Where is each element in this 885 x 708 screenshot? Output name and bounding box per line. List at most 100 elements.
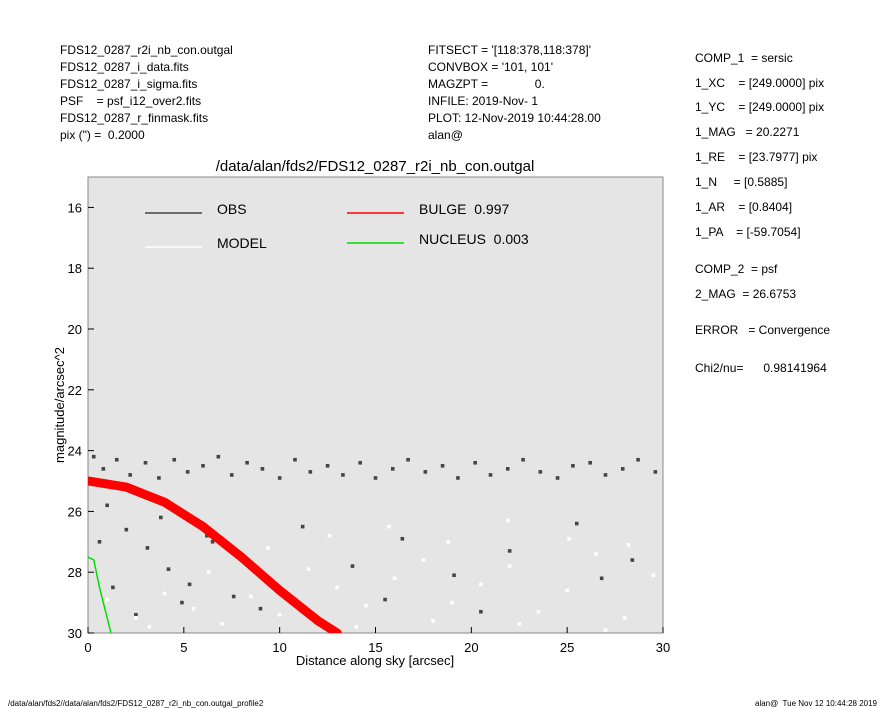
chart-title: /data/alan/fds2/FDS12_0287_r2i_nb_con.ou… xyxy=(216,158,535,175)
data-point xyxy=(97,540,102,544)
footer-right: alan@ Tue Nov 12 10:44:28 2019 xyxy=(755,699,878,708)
data-point xyxy=(588,460,592,465)
header-text: MAGZPT = 0. xyxy=(428,77,545,91)
data-point xyxy=(440,464,445,468)
header-text: alan@ xyxy=(428,128,463,142)
data-point xyxy=(517,622,522,626)
data-point xyxy=(325,464,330,468)
data-point xyxy=(308,470,313,474)
data-point xyxy=(507,549,512,553)
data-point xyxy=(266,546,270,550)
header-text: FITSECT = '[118:378,118:378]' xyxy=(428,43,591,57)
data-point xyxy=(603,628,608,632)
data-point xyxy=(91,454,96,459)
data-point xyxy=(373,476,378,480)
header-text: INFILE: 2019-Nov- 1 xyxy=(428,94,538,108)
data-point xyxy=(406,457,410,462)
data-point xyxy=(341,473,345,477)
data-point xyxy=(505,467,510,471)
header-text: FDS12_0287_i_data.fits xyxy=(60,60,189,74)
header-text: 2_MAG = 26.6753 xyxy=(695,287,796,301)
data-point xyxy=(431,619,435,623)
x-tick-label: 25 xyxy=(560,640,574,655)
data-point xyxy=(565,588,569,593)
legend-label: BULGE 0.997 xyxy=(419,201,509,217)
data-point xyxy=(124,527,129,532)
data-point xyxy=(446,540,451,544)
data-point xyxy=(249,594,253,599)
x-tick-label: 15 xyxy=(368,640,382,655)
legend-label: NUCLEUS 0.003 xyxy=(419,231,529,247)
x-tick-label: 10 xyxy=(272,640,286,655)
header-text: 1_XC = [249.0000] pix xyxy=(695,76,824,90)
header-text: PSF = psf_i12_over2.fits xyxy=(60,94,201,108)
footer-left: /data/alan/fds2//data/alan/fds2/FDS12_02… xyxy=(8,699,264,708)
data-point xyxy=(306,567,311,571)
data-point xyxy=(653,470,658,474)
data-point xyxy=(210,540,215,544)
y-tick-label: 20 xyxy=(68,322,82,337)
data-point xyxy=(114,457,119,462)
data-point xyxy=(507,564,512,568)
data-point xyxy=(145,546,150,550)
data-point xyxy=(191,606,196,611)
model-band xyxy=(88,476,342,633)
data-point xyxy=(387,524,391,529)
data-point xyxy=(335,585,339,590)
data-point xyxy=(479,609,483,614)
legend-label: MODEL xyxy=(217,235,267,251)
data-point xyxy=(536,609,541,614)
y-tick-label: 28 xyxy=(68,565,82,580)
data-point xyxy=(172,457,177,462)
data-point xyxy=(488,473,493,477)
x-tick-label: 0 xyxy=(84,640,91,655)
data-point xyxy=(599,576,604,581)
data-point xyxy=(651,573,656,578)
data-point xyxy=(260,467,265,471)
data-point xyxy=(630,558,635,562)
data-point xyxy=(603,473,608,477)
data-point xyxy=(277,476,282,480)
data-point xyxy=(350,564,355,568)
data-point xyxy=(245,460,249,465)
data-point xyxy=(423,470,428,474)
y-tick-label: 18 xyxy=(68,261,82,276)
data-point xyxy=(147,625,152,629)
header-text: ERROR = Convergence xyxy=(695,323,830,337)
data-point xyxy=(229,473,234,477)
data-point xyxy=(300,524,305,529)
data-point xyxy=(220,622,224,626)
y-tick-label: 24 xyxy=(68,444,82,459)
data-point xyxy=(622,616,627,620)
header-text: Chi2/nu= 0.98141964 xyxy=(695,361,827,375)
data-point xyxy=(134,612,138,617)
data-point xyxy=(180,600,184,605)
header-text: 1_AR = [0.8404] xyxy=(695,200,792,214)
y-tick-label: 30 xyxy=(68,626,82,641)
y-tick-label: 22 xyxy=(68,383,82,398)
header-text: PLOT: 12-Nov-2019 10:44:28.00 xyxy=(428,111,601,125)
x-tick-label: 30 xyxy=(656,640,670,655)
data-point xyxy=(594,552,598,556)
data-point xyxy=(383,597,387,602)
data-point xyxy=(166,567,171,571)
header-text: FDS12_0287_i_sigma.fits xyxy=(60,77,197,91)
data-point xyxy=(450,600,454,605)
data-point xyxy=(206,570,211,574)
data-point xyxy=(364,603,368,608)
data-point xyxy=(258,606,263,611)
data-point xyxy=(456,476,460,480)
x-tick-label: 20 xyxy=(464,640,478,655)
header-text: pix (") = 0.2000 xyxy=(60,128,145,142)
data-point xyxy=(111,585,115,590)
data-point xyxy=(134,616,138,620)
data-point xyxy=(201,464,205,468)
header-text: FDS12_0287_r2i_nb_con.outgal xyxy=(60,43,233,57)
data-point xyxy=(354,625,359,629)
data-point xyxy=(187,582,192,587)
data-point xyxy=(521,457,525,462)
header-text: COMP_1 = sersic xyxy=(695,51,793,65)
data-point xyxy=(185,470,190,474)
data-point xyxy=(567,536,571,541)
legend-label: OBS xyxy=(217,201,247,217)
